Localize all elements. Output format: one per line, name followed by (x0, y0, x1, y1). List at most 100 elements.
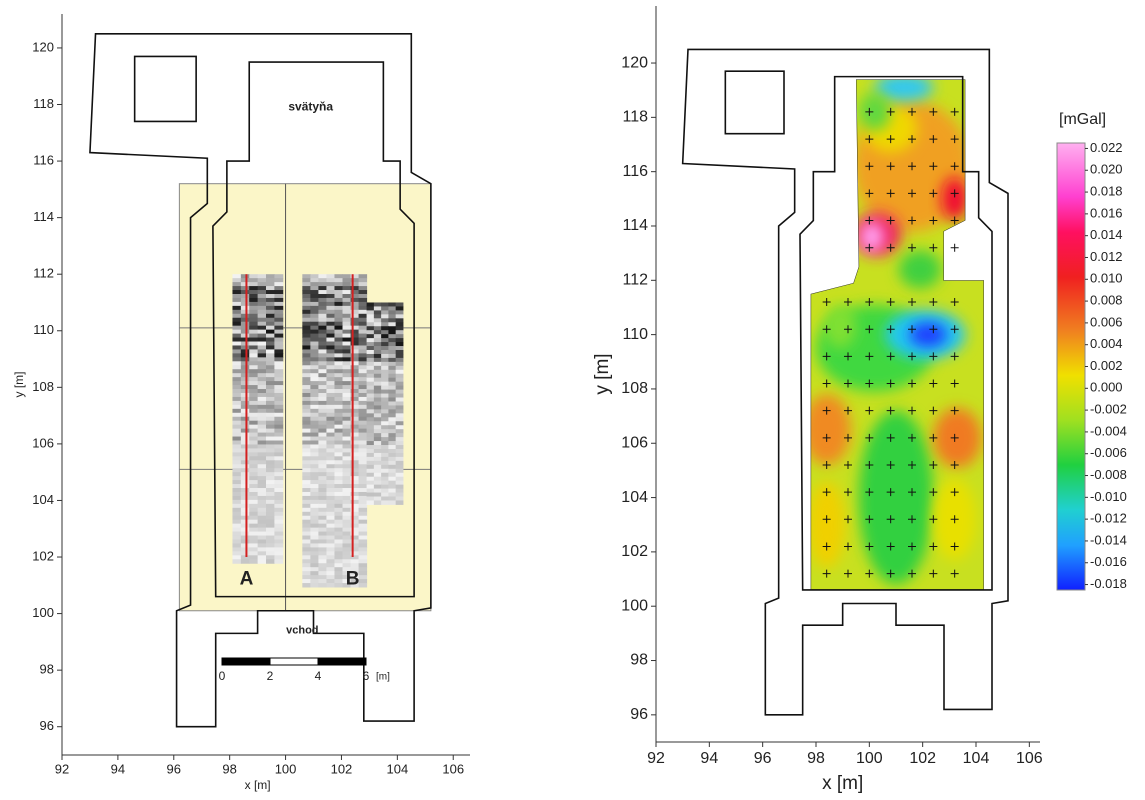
gpr-pixel (266, 349, 275, 353)
gpr-pixel (302, 393, 311, 397)
gpr-pixel (241, 524, 250, 528)
y-tick-label: 110 (622, 326, 648, 343)
gpr-pixel (310, 393, 319, 397)
gpr-pixel (232, 539, 241, 543)
gpr-pixel (258, 448, 267, 452)
gpr-pixel (367, 500, 375, 504)
anomaly-blob (803, 394, 851, 465)
gpr-pixel (310, 512, 319, 516)
gpr-pixel (388, 398, 396, 402)
gpr-pixel (343, 476, 352, 480)
gpr-pixel (232, 361, 241, 365)
gpr-pixel (310, 460, 319, 464)
gpr-pixel (274, 330, 283, 334)
gpr-pixel (310, 377, 319, 381)
gpr-pixel (326, 536, 335, 540)
gpr-pixel (343, 338, 352, 342)
gpr-pixel (310, 500, 319, 504)
gpr-pixel (232, 543, 241, 547)
gpr-pixel (232, 282, 241, 286)
gpr-pixel (310, 349, 319, 353)
gpr-pixel (232, 551, 241, 555)
scale-bar-label: 0 (219, 669, 226, 683)
gpr-pixel (249, 334, 258, 338)
gpr-pixel (396, 441, 404, 445)
gpr-pixel (258, 504, 267, 508)
gpr-pixel (381, 342, 389, 346)
gpr-pixel (367, 457, 375, 461)
gpr-pixel (266, 464, 275, 468)
gpr-pixel (241, 338, 250, 342)
gpr-pixel (334, 448, 343, 452)
gpr-pixel (326, 278, 335, 282)
gpr-pixel (326, 460, 335, 464)
gpr-pixel (343, 437, 352, 441)
gpr-pixel (359, 536, 368, 540)
gpr-pixel (359, 539, 368, 543)
gpr-pixel (274, 456, 283, 460)
gpr-pixel (343, 405, 352, 409)
gpr-pixel (381, 334, 389, 338)
gpr-pixel (326, 583, 335, 587)
gpr-pixel (310, 536, 319, 540)
gpr-pixel (388, 477, 396, 481)
gpr-pixel (274, 373, 283, 377)
gpr-pixel (381, 457, 389, 461)
gpr-pixel (381, 429, 389, 433)
gpr-pixel (258, 353, 267, 357)
gpr-pixel (302, 555, 311, 559)
gpr-pixel (258, 532, 267, 536)
gpr-pixel (326, 456, 335, 460)
gpr-pixel (396, 489, 404, 493)
y-tick-label: 120 (32, 39, 54, 54)
gpr-pixel (302, 437, 311, 441)
gpr-pixel (232, 437, 241, 441)
gpr-pixel (310, 282, 319, 286)
gpr-pixel (367, 453, 375, 457)
gpr-pixel (249, 429, 258, 433)
gpr-pixel (343, 512, 352, 516)
gpr-pixel (249, 547, 258, 551)
gpr-pixel (326, 298, 335, 302)
gpr-pixel (266, 373, 275, 377)
gpr-pixel (359, 516, 368, 520)
y-axis-label: y [m] (12, 372, 26, 398)
gpr-pixel (326, 444, 335, 448)
gpr-pixel (266, 318, 275, 322)
gpr-pixel (318, 500, 327, 504)
gpr-pixel (367, 326, 375, 330)
gpr-pixel (232, 306, 241, 310)
gpr-pixel (381, 481, 389, 485)
gpr-pixel (359, 508, 368, 512)
gpr-pixel (310, 567, 319, 571)
gpr-pixel (249, 417, 258, 421)
y-tick-label: 100 (32, 605, 54, 620)
gpr-pixel (351, 559, 360, 563)
gpr-pixel (258, 512, 267, 516)
gpr-pixel (326, 282, 335, 286)
gpr-pixel (249, 555, 258, 559)
gpr-pixel (326, 409, 335, 413)
gpr-pixel (326, 421, 335, 425)
gpr-pixel (266, 429, 275, 433)
figure: svätyňavchodAB0246[m]9294969810010210410… (0, 0, 1145, 800)
gpr-pixel (343, 508, 352, 512)
gpr-pixel (274, 365, 283, 369)
gpr-pixel (302, 559, 311, 563)
gpr-pixel (343, 555, 352, 559)
gpr-pixel (258, 393, 267, 397)
gpr-pixel (343, 310, 352, 314)
gpr-pixel (232, 278, 241, 282)
gpr-pixel (274, 417, 283, 421)
gpr-pixel (274, 516, 283, 520)
gpr-pixel (318, 563, 327, 567)
gpr-pixel (367, 449, 375, 453)
gpr-pixel (388, 366, 396, 370)
gpr-pixel (274, 512, 283, 516)
gpr-pixel (310, 353, 319, 357)
gpr-pixel (274, 425, 283, 429)
gpr-pixel (241, 476, 250, 480)
gpr-pixel (388, 417, 396, 421)
gpr-pixel (388, 386, 396, 390)
gpr-pixel (310, 444, 319, 448)
